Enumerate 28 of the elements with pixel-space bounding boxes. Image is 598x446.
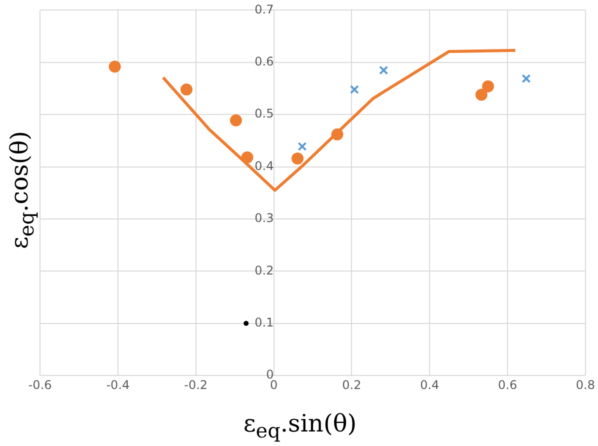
point xyxy=(241,151,254,164)
point xyxy=(292,152,304,164)
y-tick-label: 0.5 xyxy=(254,106,274,121)
point xyxy=(244,320,249,326)
x-tick-label: -0.2 xyxy=(184,378,208,392)
x-tick-label: 0.2 xyxy=(342,378,362,392)
y-tick-label: 0.1 xyxy=(254,316,274,330)
point xyxy=(522,74,531,84)
point xyxy=(482,80,494,92)
x-tick-label: -0.4 xyxy=(106,378,130,392)
x-tick-label: -0.6 xyxy=(28,378,52,392)
point xyxy=(180,84,192,96)
point xyxy=(298,142,307,151)
y-tick-label: 0.7 xyxy=(254,2,274,16)
point xyxy=(108,60,121,73)
x-tick-label: 0.8 xyxy=(576,378,596,392)
x-tick-label: 0.4 xyxy=(420,378,440,392)
y-tick-label: 0.2 xyxy=(254,263,274,278)
point xyxy=(475,88,488,101)
point xyxy=(230,114,242,126)
point xyxy=(331,128,344,140)
x-tick-label: 0.6 xyxy=(498,378,518,392)
x-axis-title: ε$_{eq}$.sin(θ) xyxy=(243,410,357,442)
y-tick-label: 0.4 xyxy=(254,158,274,173)
point xyxy=(350,85,359,94)
y-tick-label: 0.6 xyxy=(254,54,274,69)
point xyxy=(379,66,388,75)
y-tick-label: 0.3 xyxy=(254,211,274,226)
